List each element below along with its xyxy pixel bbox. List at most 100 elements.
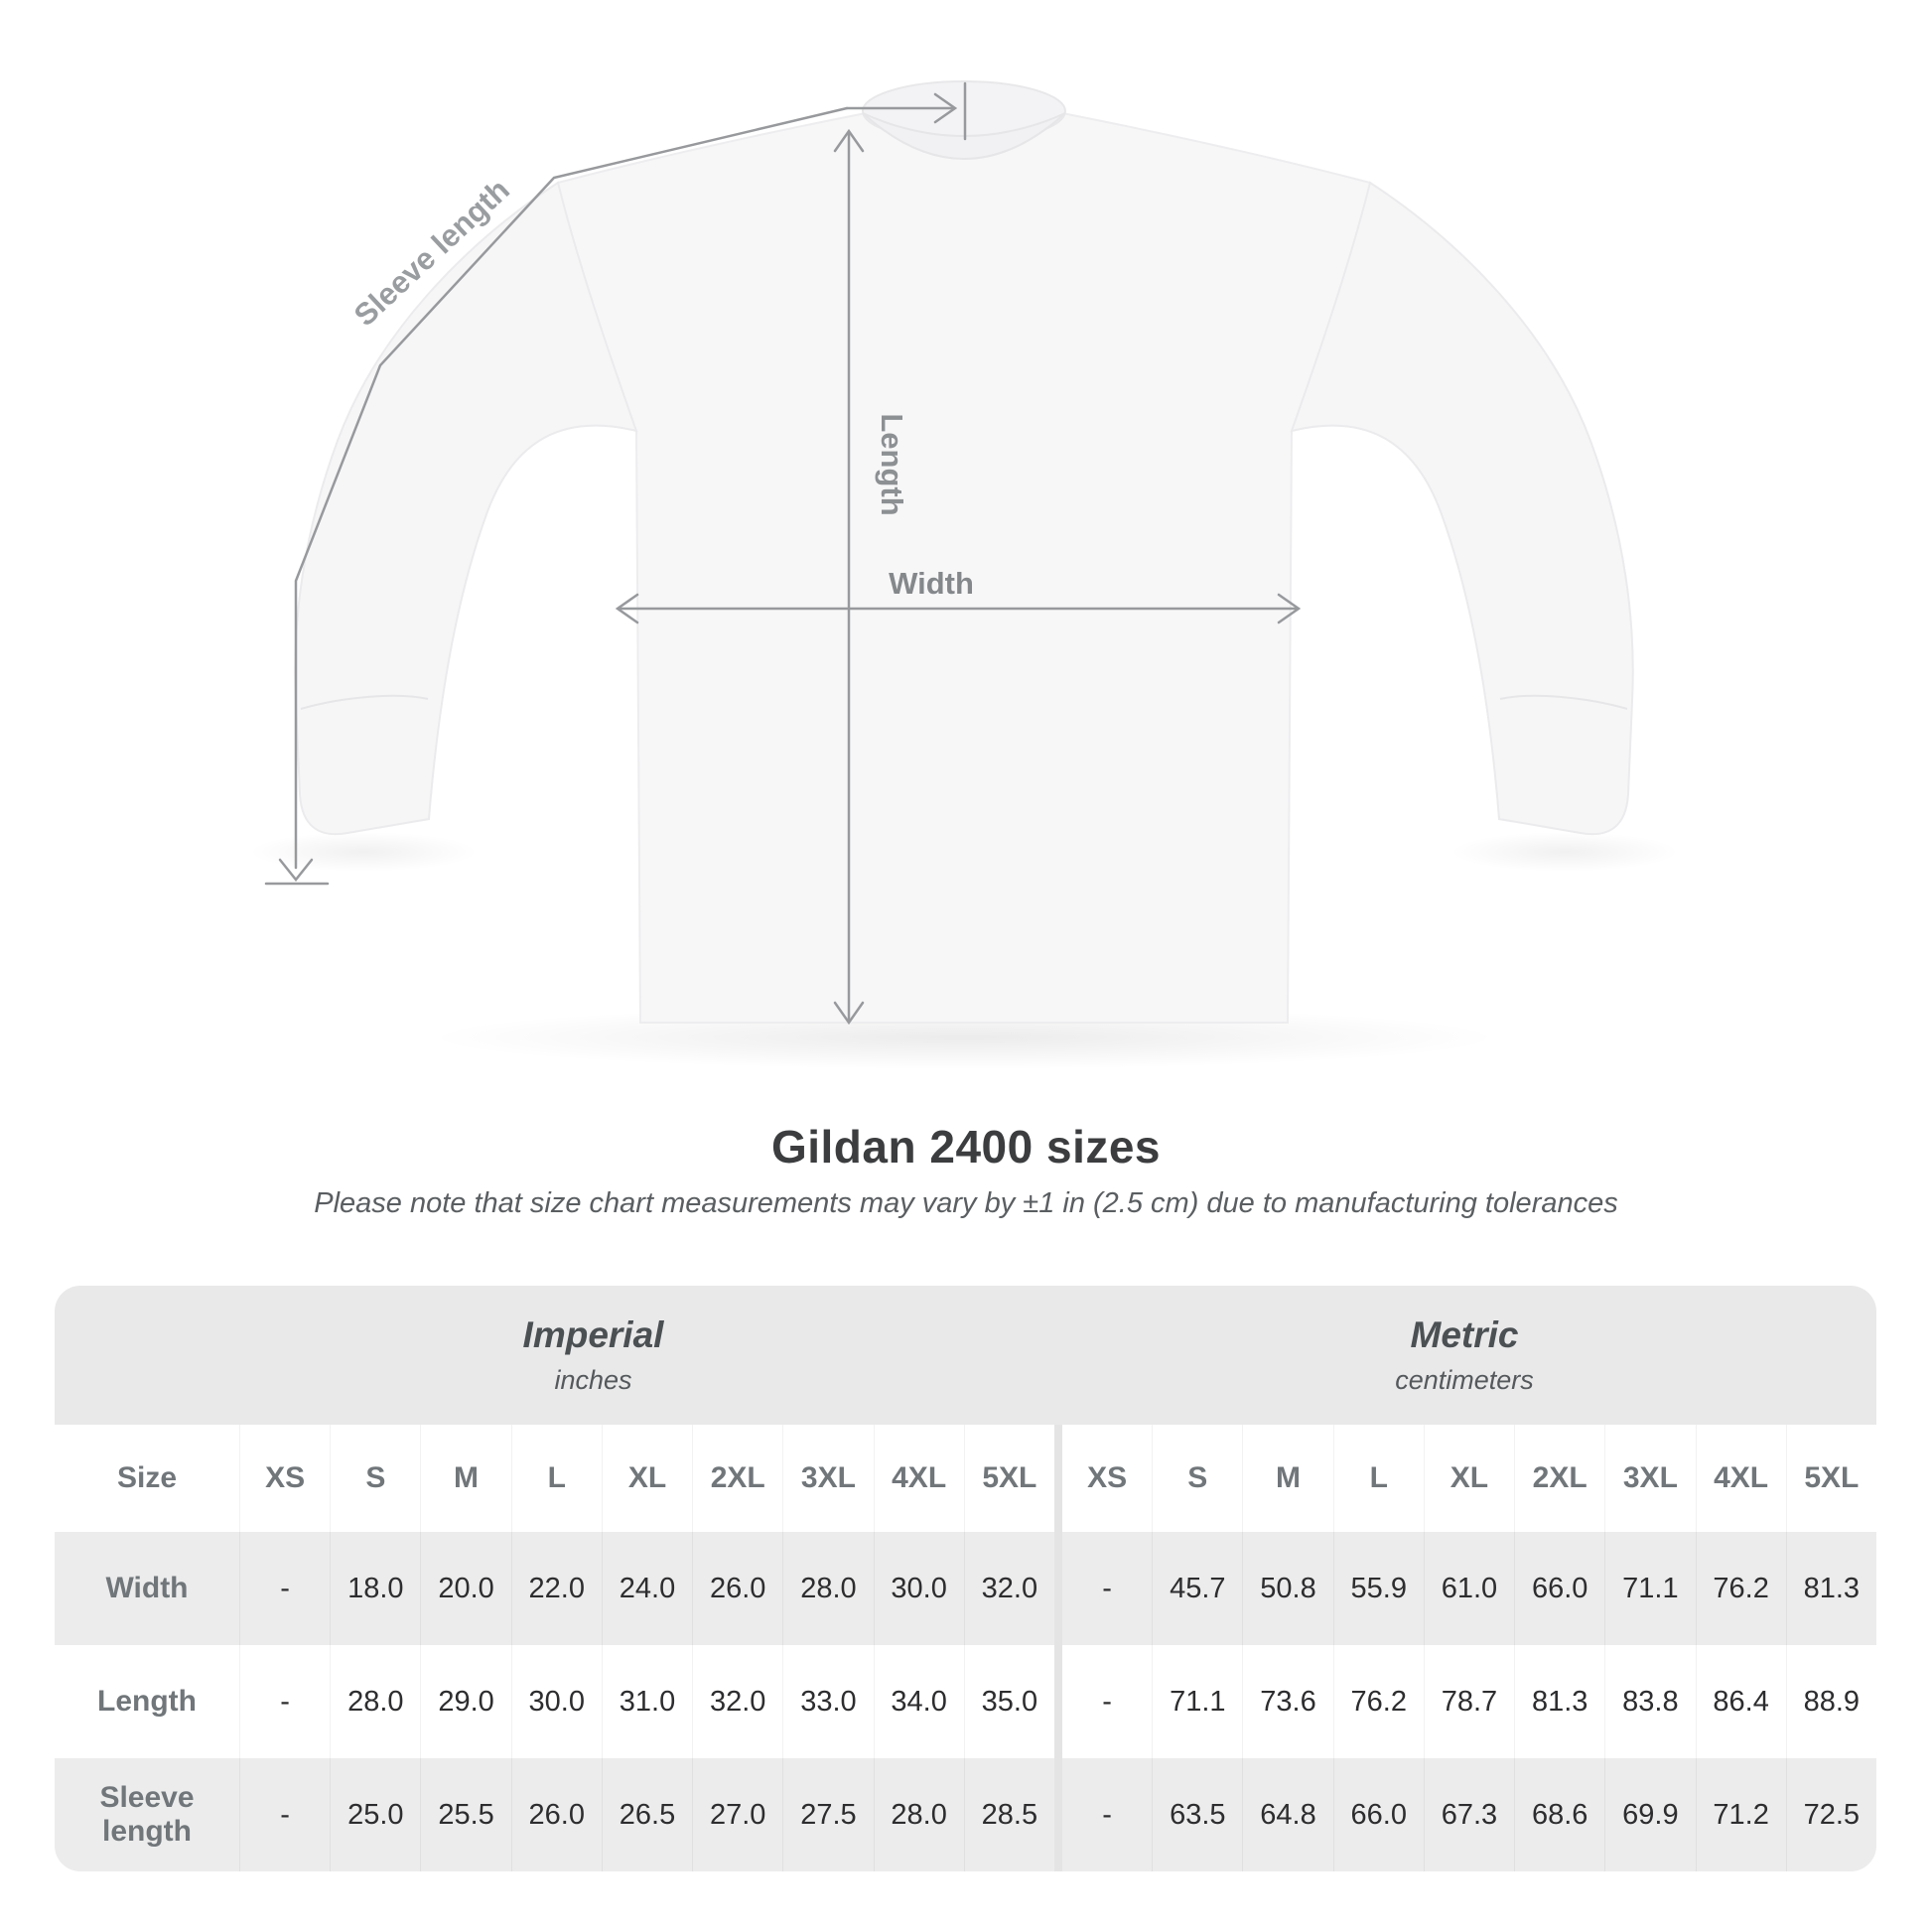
shirt-right-sleeve xyxy=(1290,181,1634,836)
length-metric-l: 76.2 xyxy=(1332,1645,1424,1758)
metric-band: Metric centimeters xyxy=(1052,1286,1876,1425)
width-metric-3xl: 71.1 xyxy=(1604,1532,1695,1645)
size-header-metric-s: S xyxy=(1152,1425,1242,1532)
length-imperial-m: 29.0 xyxy=(420,1645,510,1758)
table-half-divider xyxy=(1053,1758,1062,1871)
width-metric-xl: 61.0 xyxy=(1423,1532,1514,1645)
title-block: Gildan 2400 sizes Please note that size … xyxy=(0,1120,1932,1220)
size-header-row: Size XS S M L XL 2XL 3XL 4XL 5XL XS S M … xyxy=(55,1425,1876,1532)
sleeve-length-measure xyxy=(264,106,849,886)
width-arrowhead-right-icon xyxy=(1277,593,1302,624)
length-metric-xs: - xyxy=(1102,1685,1112,1718)
sleeve-metric-3xl: 69.9 xyxy=(1604,1758,1695,1871)
width-measure xyxy=(615,593,1302,624)
length-metric-s: 71.1 xyxy=(1152,1645,1242,1758)
sleeve-imperial-5xl: 28.5 xyxy=(963,1758,1054,1871)
width-imperial-xl: 24.0 xyxy=(601,1532,692,1645)
width-metric-s: 45.7 xyxy=(1152,1532,1242,1645)
length-arrowhead-down-icon xyxy=(833,1001,865,1026)
width-metric-4xl: 76.2 xyxy=(1695,1532,1786,1645)
size-header-metric-l: L xyxy=(1332,1425,1424,1532)
table-row-width: Width - 18.0 20.0 22.0 24.0 26.0 28.0 30… xyxy=(55,1532,1876,1645)
size-header-imperial-s: S xyxy=(330,1425,420,1532)
size-header-imperial-m: M xyxy=(420,1425,510,1532)
length-imperial-5xl: 35.0 xyxy=(963,1645,1054,1758)
width-imperial-xs: - xyxy=(239,1532,330,1645)
width-imperial-5xl: 32.0 xyxy=(963,1532,1054,1645)
width-metric-l: 55.9 xyxy=(1332,1532,1424,1645)
length-arrowhead-up-icon xyxy=(833,128,865,153)
sleeve-metric-xl: 67.3 xyxy=(1423,1758,1514,1871)
length-imperial-s: 28.0 xyxy=(330,1645,420,1758)
length-imperial-3xl: 33.0 xyxy=(782,1645,873,1758)
length-label: Length xyxy=(875,413,909,515)
size-header-imperial-2xl: 2XL xyxy=(692,1425,782,1532)
sleeve-metric-4xl: 71.2 xyxy=(1695,1758,1786,1871)
right-cuff-seam xyxy=(1499,694,1628,710)
size-header-imperial-4xl: 4XL xyxy=(873,1425,964,1532)
size-header-metric-4xl: 4XL xyxy=(1695,1425,1786,1532)
size-header-imperial-5xl: 5XL xyxy=(963,1425,1054,1532)
width-metric-xs: - xyxy=(1102,1572,1112,1604)
size-header-imperial-xs: XS xyxy=(239,1425,330,1532)
sleeve-metric-2xl: 68.6 xyxy=(1514,1758,1604,1871)
sleeve-imperial-2xl: 27.0 xyxy=(692,1758,782,1871)
width-imperial-l: 22.0 xyxy=(510,1532,602,1645)
imperial-band: Imperial inches xyxy=(55,1286,1052,1425)
sleeve-imperial-l: 26.0 xyxy=(510,1758,602,1871)
sleeve-imperial-xl: 26.5 xyxy=(601,1758,692,1871)
length-metric-3xl: 83.8 xyxy=(1604,1645,1695,1758)
shirt-left-sleeve xyxy=(294,181,638,836)
sleeve-metric-s: 63.5 xyxy=(1152,1758,1242,1871)
size-header-metric-5xl: 5XL xyxy=(1785,1425,1876,1532)
table-half-divider xyxy=(1053,1645,1062,1758)
width-imperial-m: 20.0 xyxy=(420,1532,510,1645)
sleeve-imperial-4xl: 28.0 xyxy=(873,1758,964,1871)
size-header-metric-2xl: 2XL xyxy=(1514,1425,1604,1532)
length-measure xyxy=(833,128,865,1026)
imperial-title: Imperial xyxy=(522,1314,664,1355)
length-metric-4xl: 86.4 xyxy=(1695,1645,1786,1758)
width-metric-5xl: 81.3 xyxy=(1785,1532,1876,1645)
length-imperial-4xl: 34.0 xyxy=(873,1645,964,1758)
sleeve-imperial-m: 25.5 xyxy=(420,1758,510,1871)
sleeve-imperial-s: 25.0 xyxy=(330,1758,420,1871)
length-metric-5xl: 88.9 xyxy=(1785,1645,1876,1758)
width-imperial-s: 18.0 xyxy=(330,1532,420,1645)
length-metric-xl: 78.7 xyxy=(1423,1645,1514,1758)
row-label: Width xyxy=(105,1572,189,1604)
sleeve-metric-m: 64.8 xyxy=(1242,1758,1332,1871)
left-cuff-seam xyxy=(300,694,429,710)
width-metric-2xl: 66.0 xyxy=(1514,1532,1604,1645)
page-title: Gildan 2400 sizes xyxy=(770,1121,1162,1173)
length-imperial-2xl: 32.0 xyxy=(692,1645,782,1758)
sleeve-length-line xyxy=(294,106,849,870)
width-imperial-2xl: 26.0 xyxy=(692,1532,782,1645)
length-metric-m: 73.6 xyxy=(1242,1645,1332,1758)
size-header-metric-xs: XS xyxy=(1087,1461,1128,1494)
row-label: Sleeve length xyxy=(99,1781,195,1848)
size-header-metric-xl: XL xyxy=(1423,1425,1514,1532)
size-column-header: Size xyxy=(116,1461,178,1494)
width-metric-m: 50.8 xyxy=(1242,1532,1332,1645)
width-imperial-3xl: 28.0 xyxy=(782,1532,873,1645)
metric-unit: centimeters xyxy=(1395,1365,1534,1395)
collar-arrowhead-icon xyxy=(933,92,958,124)
shoulder-to-collar-measure xyxy=(845,81,967,141)
size-header-metric-3xl: 3XL xyxy=(1604,1425,1695,1532)
metric-title: Metric xyxy=(1410,1314,1519,1355)
sleeve-imperial-xs: - xyxy=(239,1758,330,1871)
size-table: Imperial inches Metric centimeters Size … xyxy=(55,1286,1876,1871)
size-header-imperial-3xl: 3XL xyxy=(782,1425,873,1532)
imperial-unit: inches xyxy=(554,1365,632,1395)
sleeve-metric-xs: - xyxy=(1102,1798,1112,1831)
sleeve-imperial-3xl: 27.5 xyxy=(782,1758,873,1871)
table-half-divider xyxy=(1053,1425,1062,1532)
width-imperial-4xl: 30.0 xyxy=(873,1532,964,1645)
table-row-length: Length - 28.0 29.0 30.0 31.0 32.0 33.0 3… xyxy=(55,1645,1876,1758)
shirt-illustration xyxy=(294,80,1634,1024)
length-metric-2xl: 81.3 xyxy=(1514,1645,1604,1758)
size-header-imperial-xl: XL xyxy=(601,1425,692,1532)
shirt-measurement-diagram: Sleeve length Length Width xyxy=(249,80,1679,1069)
